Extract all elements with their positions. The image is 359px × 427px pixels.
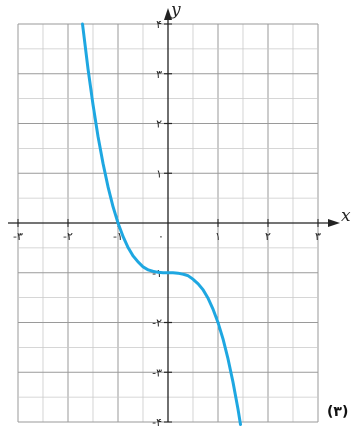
y-axis-label: y: [170, 0, 181, 20]
x-tick-label: ٠: [158, 230, 164, 243]
x-tick-label: -٣: [13, 230, 23, 243]
axes: [8, 8, 340, 422]
y-axis-arrowhead: [164, 8, 172, 20]
x-tick-label: ١: [215, 230, 221, 243]
x-tick-label: -٢: [63, 230, 73, 243]
x-tick-label: -١: [113, 230, 123, 243]
x-tick-label: ٢: [265, 230, 271, 243]
y-tick-label: -۴: [152, 416, 162, 427]
function-curve: [81, 22, 242, 426]
y-tick-label: ١: [156, 167, 162, 180]
x-axis-label: x: [341, 206, 351, 226]
figure-label: (٣): [327, 404, 348, 420]
y-tick-label: -٢: [152, 317, 162, 330]
y-tick-label: ٢: [156, 118, 162, 131]
y-tick-label: ٣: [156, 68, 162, 81]
x-tick-label: ٣: [315, 230, 321, 243]
y-tick-label: -٣: [152, 366, 162, 379]
y-tick-label: ۴: [156, 18, 162, 31]
x-axis-arrowhead: [328, 219, 340, 227]
